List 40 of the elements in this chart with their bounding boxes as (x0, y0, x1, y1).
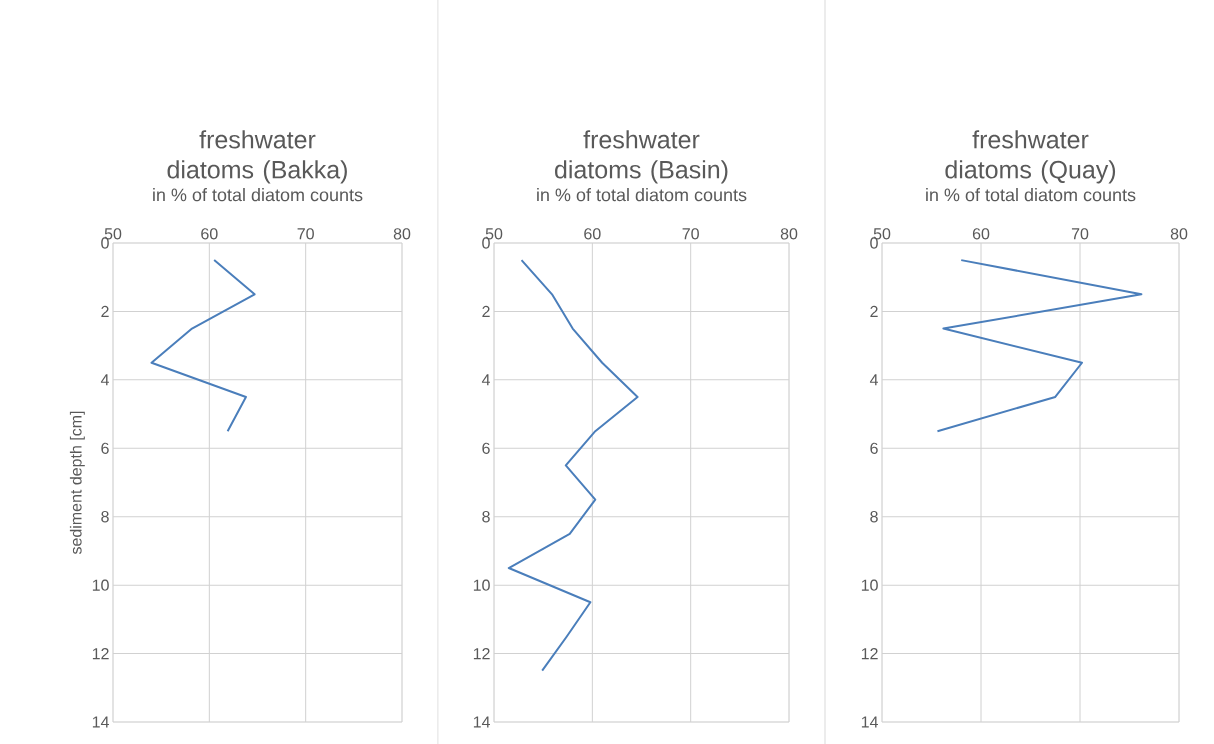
line-series (936, 259, 1143, 433)
y-tick-label: 12 (473, 648, 490, 660)
y-tick-label: 2 (101, 305, 109, 318)
x-tick-label: 80 (1170, 228, 1188, 240)
y-tick-label: 14 (92, 716, 109, 728)
chart-title: freshwater diatoms (Quay) (945, 130, 1116, 184)
x-axis-title: in % of total diatom counts (926, 188, 1136, 202)
x-tick-label: 60 (584, 228, 601, 240)
x-tick-label: 80 (393, 228, 411, 240)
line-series (507, 259, 639, 672)
x-tick-label: 60 (972, 228, 990, 240)
chart-title: freshwater diatoms (Basin) (555, 130, 728, 184)
y-tick-label: 8 (870, 511, 878, 523)
x-tick-label: 80 (780, 228, 798, 240)
y-tick-label: 4 (100, 374, 109, 386)
y-tick-label: 14 (473, 716, 490, 728)
chart-title: freshwater diatoms (Bakka) (167, 130, 347, 184)
y-axis-title: sediment depth [cm] (69, 411, 85, 555)
y-tick-label: 6 (482, 442, 490, 454)
line-series (150, 259, 256, 433)
y-tick-label: 4 (869, 374, 878, 386)
y-tick-label: 8 (101, 511, 109, 523)
x-tick-label: 60 (201, 228, 218, 240)
y-tick-label: 12 (861, 648, 878, 660)
y-tick-label: 2 (870, 305, 878, 318)
x-axis-title: in % of total diatom counts (537, 188, 747, 202)
y-tick-label: 14 (861, 716, 878, 728)
y-tick-label: 8 (482, 511, 490, 523)
y-tick-label: 10 (473, 579, 490, 591)
y-tick-label: 6 (101, 442, 109, 454)
y-tick-label: 2 (482, 305, 490, 318)
y-tick-label: 10 (92, 579, 109, 591)
x-tick-label: 70 (297, 228, 314, 240)
y-tick-label: 6 (870, 442, 878, 454)
y-tick-label: 10 (861, 579, 878, 591)
y-tick-label: 12 (92, 648, 109, 660)
y-tick-label: 4 (481, 374, 490, 386)
x-axis-title: in % of total diatom counts (153, 188, 363, 202)
x-tick-label: 70 (682, 228, 699, 240)
x-tick-label: 70 (1071, 228, 1089, 240)
